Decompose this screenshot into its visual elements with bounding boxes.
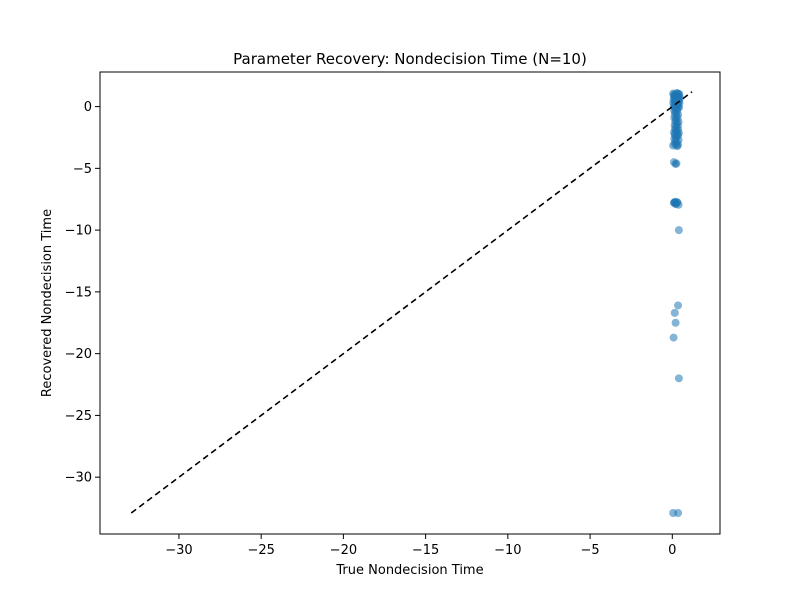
y-tick-label: −25 [65, 409, 92, 424]
y-tick-label: −20 [65, 347, 92, 362]
scatter-point [674, 200, 683, 209]
x-tick-label: 0 [668, 543, 676, 558]
x-tick-label: −10 [494, 543, 521, 558]
scatter-point [670, 308, 679, 317]
plot-area [130, 89, 693, 517]
chart-title: Parameter Recovery: Nondecision Time (N=… [233, 50, 587, 68]
x-tick-label: −30 [165, 543, 192, 558]
y-tick-label: −10 [65, 224, 92, 239]
y-tick-label: 0 [84, 100, 92, 115]
y-tick-label: −15 [65, 285, 92, 300]
scatter-point [669, 333, 678, 342]
axes-frame [99, 71, 721, 535]
scatter-point [671, 318, 680, 327]
y-axis: 0 −5 −10 −15 −20 −25 −30 [65, 100, 100, 486]
x-tick-label: −5 [580, 543, 599, 558]
identity-line [130, 91, 693, 514]
y-tick-label: −30 [65, 471, 92, 486]
scatter-point [674, 374, 683, 383]
y-axis-label: Recovered Nondecision Time [40, 209, 55, 397]
scatter-point [674, 226, 683, 235]
scatter-point [674, 140, 683, 149]
x-tick-label: −20 [330, 543, 357, 558]
scatter-point [671, 160, 680, 169]
x-axis-label: True Nondecision Time [335, 563, 483, 578]
x-tick-label: −25 [247, 543, 274, 558]
y-tick-label: −5 [73, 162, 92, 177]
scatter-point [669, 509, 678, 517]
x-axis: −30 −25 −20 −15 −10 −5 0 [165, 534, 676, 558]
scatter-point [674, 301, 683, 310]
x-tick-label: −15 [412, 543, 439, 558]
